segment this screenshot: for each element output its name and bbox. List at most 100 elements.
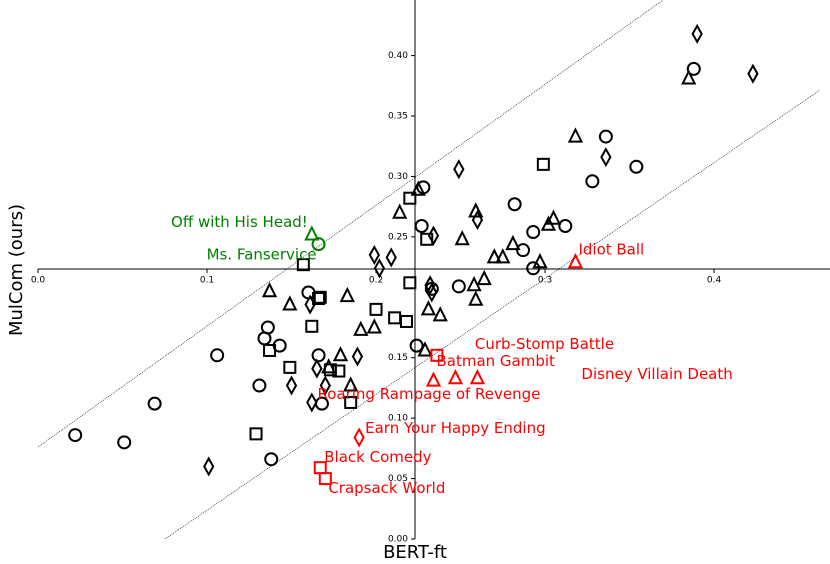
point <box>454 230 470 246</box>
point <box>68 428 83 443</box>
point <box>339 286 355 303</box>
y-tick-label: 0.05 <box>388 474 408 484</box>
point <box>373 258 386 279</box>
annotation: Roaring Rampage of Revenge <box>317 385 540 403</box>
point <box>399 314 413 328</box>
point <box>536 157 550 171</box>
point <box>311 358 323 379</box>
point <box>476 269 492 286</box>
point <box>388 311 402 325</box>
point <box>516 243 531 258</box>
point <box>368 244 380 266</box>
y-tick-label: 0.35 <box>388 112 408 122</box>
point <box>427 225 440 246</box>
point <box>261 282 278 298</box>
y-tick-label: 0.25 <box>388 232 408 242</box>
y-tick-label: 0.30 <box>388 172 408 182</box>
point <box>203 456 215 477</box>
y-tick-label: 0.40 <box>388 51 408 61</box>
point <box>417 341 433 357</box>
annotation: Batman Gambit <box>436 352 555 370</box>
annotation: Idiot Ball <box>578 241 644 259</box>
x-tick-label: 0.0 <box>31 276 46 286</box>
point <box>210 348 225 363</box>
point <box>567 127 584 143</box>
point <box>312 292 326 306</box>
point <box>424 275 436 296</box>
y-axis-label: MulCom (ours) <box>6 204 27 336</box>
y-tick-label: 0.00 <box>388 535 408 545</box>
point <box>282 295 298 311</box>
point <box>263 343 277 357</box>
point <box>486 248 502 264</box>
point <box>304 225 320 241</box>
point <box>432 306 448 322</box>
point <box>249 427 263 441</box>
annotation: Earn Your Happy Ending <box>365 419 546 437</box>
point <box>366 318 382 334</box>
point <box>369 302 383 316</box>
point <box>304 294 316 315</box>
point <box>147 396 162 411</box>
point <box>526 261 541 276</box>
x-tick-label: 0.4 <box>707 276 722 286</box>
y-tick-label: 0.10 <box>388 414 408 424</box>
point <box>469 369 486 385</box>
point <box>629 159 644 174</box>
y-tick-label: 0.15 <box>388 353 408 363</box>
reference-line <box>164 89 821 540</box>
x-tick-label: 0.3 <box>538 276 552 286</box>
point <box>353 427 365 448</box>
point <box>392 203 408 219</box>
point <box>600 147 612 168</box>
point <box>585 174 600 189</box>
point <box>403 276 417 290</box>
point <box>305 319 319 333</box>
point <box>313 290 327 304</box>
point <box>505 234 521 251</box>
annotation: Off with His Head! <box>171 213 308 231</box>
point <box>283 360 297 374</box>
point <box>353 320 369 336</box>
point <box>343 376 359 392</box>
point <box>430 348 444 362</box>
point <box>306 392 318 413</box>
point <box>686 61 701 76</box>
annotation: Ms. Fanservice <box>207 246 317 264</box>
point <box>420 300 437 316</box>
point <box>545 209 562 225</box>
point <box>385 247 397 268</box>
point <box>252 378 267 393</box>
point <box>296 258 310 272</box>
point <box>507 197 522 212</box>
reference-line <box>37 0 664 448</box>
point <box>117 435 132 450</box>
point <box>318 472 332 486</box>
point <box>532 253 548 269</box>
point <box>526 225 541 240</box>
point <box>319 375 331 396</box>
point <box>332 364 346 378</box>
point <box>426 282 438 303</box>
point <box>495 248 511 264</box>
point <box>558 218 573 233</box>
point <box>567 253 584 269</box>
point <box>471 209 484 230</box>
point <box>681 69 697 85</box>
point <box>453 159 465 180</box>
point <box>747 63 759 84</box>
point <box>466 275 482 292</box>
annotation: Disney Villain Death <box>581 365 732 383</box>
point <box>311 237 326 252</box>
point <box>332 346 349 362</box>
point <box>344 395 358 409</box>
point <box>598 129 613 144</box>
point <box>409 338 424 353</box>
x-tick-label: 0.1 <box>200 276 214 286</box>
point <box>323 363 337 377</box>
annotation: Black Comedy <box>324 448 431 466</box>
point <box>285 375 298 396</box>
point <box>403 191 417 205</box>
